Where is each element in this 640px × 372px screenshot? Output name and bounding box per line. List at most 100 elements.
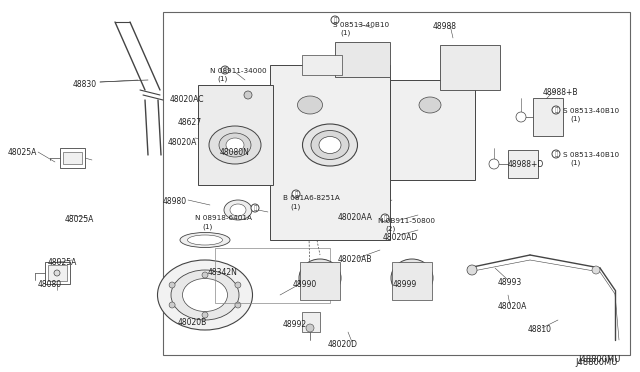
Circle shape [489, 159, 499, 169]
Ellipse shape [182, 279, 227, 311]
Text: 48020AB: 48020AB [338, 255, 372, 264]
Ellipse shape [299, 259, 341, 297]
Circle shape [592, 266, 600, 274]
Text: 48980: 48980 [163, 197, 187, 206]
Ellipse shape [399, 266, 425, 290]
Circle shape [235, 282, 241, 288]
Text: 48020A: 48020A [168, 138, 197, 147]
Circle shape [244, 91, 252, 99]
Bar [48, 265, 67, 281]
Circle shape [516, 112, 526, 122]
Circle shape [306, 324, 314, 332]
Text: S 08513-40B10: S 08513-40B10 [563, 152, 619, 158]
Text: Ⓝ: Ⓝ [253, 205, 257, 211]
Ellipse shape [209, 126, 261, 164]
Text: 48999: 48999 [393, 280, 417, 289]
Ellipse shape [307, 266, 333, 290]
Ellipse shape [311, 131, 349, 160]
Text: 48020AC: 48020AC [170, 95, 205, 104]
Bar [270, 65, 390, 240]
Bar [302, 312, 320, 332]
Text: 48025A: 48025A [8, 148, 37, 157]
Ellipse shape [303, 124, 358, 166]
Bar [533, 98, 563, 136]
Text: (2): (2) [385, 226, 396, 232]
Ellipse shape [298, 96, 323, 114]
Circle shape [467, 265, 477, 275]
Ellipse shape [219, 133, 251, 157]
Bar [215, 248, 330, 303]
Circle shape [552, 150, 560, 158]
Text: 48080N: 48080N [220, 148, 250, 157]
Circle shape [552, 106, 560, 114]
Bar [45, 262, 70, 284]
Bar [63, 152, 82, 164]
Text: (1): (1) [570, 116, 580, 122]
Circle shape [202, 272, 208, 278]
Text: 48988+B: 48988+B [543, 88, 579, 97]
Text: J48800MU: J48800MU [578, 355, 620, 364]
Text: N 08911-34000: N 08911-34000 [210, 68, 267, 74]
Text: (1): (1) [570, 160, 580, 167]
Circle shape [169, 282, 175, 288]
Text: S 08513-40B10: S 08513-40B10 [563, 108, 619, 114]
Ellipse shape [224, 200, 252, 220]
Text: Ⓢ: Ⓢ [554, 151, 557, 157]
Text: 48810: 48810 [528, 325, 552, 334]
Text: 48020AD: 48020AD [383, 233, 419, 242]
Text: (1): (1) [202, 223, 212, 230]
Text: 48627: 48627 [178, 118, 202, 127]
Ellipse shape [157, 260, 253, 330]
Text: Ⓑ: Ⓑ [294, 191, 298, 197]
Text: N 08918-6401A: N 08918-6401A [195, 215, 252, 221]
Circle shape [235, 302, 241, 308]
Text: N 0B911-50800: N 0B911-50800 [378, 218, 435, 224]
Text: 48990: 48990 [293, 280, 317, 289]
Bar [300, 262, 340, 300]
Text: B 081A6-8251A: B 081A6-8251A [283, 195, 340, 201]
Text: Ⓝ: Ⓝ [383, 215, 387, 221]
Ellipse shape [226, 138, 244, 152]
Ellipse shape [319, 137, 341, 154]
Circle shape [381, 214, 389, 222]
Text: S 08513-40B10: S 08513-40B10 [333, 22, 389, 28]
Bar [163, 12, 630, 355]
Text: 48830: 48830 [73, 80, 97, 89]
Text: 48025A: 48025A [48, 258, 77, 267]
Bar [440, 45, 500, 90]
Text: (1): (1) [340, 30, 350, 36]
Text: 48025A: 48025A [65, 215, 94, 224]
Bar [302, 55, 342, 75]
Text: 48988+D: 48988+D [508, 160, 544, 169]
Text: Ⓢ: Ⓢ [333, 17, 337, 23]
Ellipse shape [313, 272, 327, 285]
Circle shape [54, 270, 60, 276]
Text: (1): (1) [217, 76, 227, 83]
Text: 48020A: 48020A [498, 302, 527, 311]
Text: J48800MU: J48800MU [575, 358, 618, 367]
Text: (1): (1) [290, 203, 300, 209]
Text: Ⓢ: Ⓢ [554, 107, 557, 113]
Ellipse shape [180, 232, 230, 247]
Text: 48992: 48992 [283, 320, 307, 329]
Circle shape [169, 302, 175, 308]
Bar [392, 262, 432, 300]
Bar [60, 148, 85, 168]
Text: 48988: 48988 [433, 22, 457, 31]
Bar [390, 80, 475, 180]
Circle shape [221, 66, 229, 74]
Text: 48993: 48993 [498, 278, 522, 287]
Circle shape [202, 312, 208, 318]
Text: 48020B: 48020B [178, 318, 207, 327]
Ellipse shape [171, 270, 239, 320]
Bar [508, 150, 538, 178]
Ellipse shape [405, 272, 419, 285]
Text: 48020AA: 48020AA [338, 213, 373, 222]
Ellipse shape [188, 235, 223, 245]
Text: 48020D: 48020D [328, 340, 358, 349]
Circle shape [251, 204, 259, 212]
Text: Ⓝ: Ⓝ [223, 67, 227, 73]
Bar [335, 42, 390, 77]
Ellipse shape [230, 204, 246, 216]
Text: 48080: 48080 [38, 280, 62, 289]
